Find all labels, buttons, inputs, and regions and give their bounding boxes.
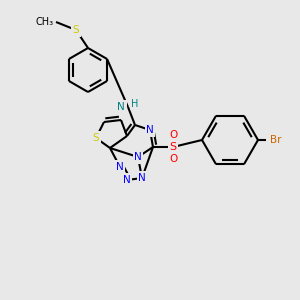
Text: H: H (131, 99, 139, 109)
Text: N: N (138, 173, 146, 183)
Text: CH₃: CH₃ (36, 17, 54, 27)
Text: O: O (169, 130, 177, 140)
Text: S: S (73, 25, 79, 35)
Text: N: N (134, 152, 142, 162)
Text: O: O (169, 154, 177, 164)
Text: N: N (146, 125, 154, 135)
Text: S: S (93, 133, 99, 143)
Text: N: N (116, 162, 124, 172)
Text: N: N (123, 175, 131, 185)
Text: Br: Br (270, 135, 281, 145)
Text: N: N (117, 102, 125, 112)
Text: S: S (169, 142, 177, 152)
